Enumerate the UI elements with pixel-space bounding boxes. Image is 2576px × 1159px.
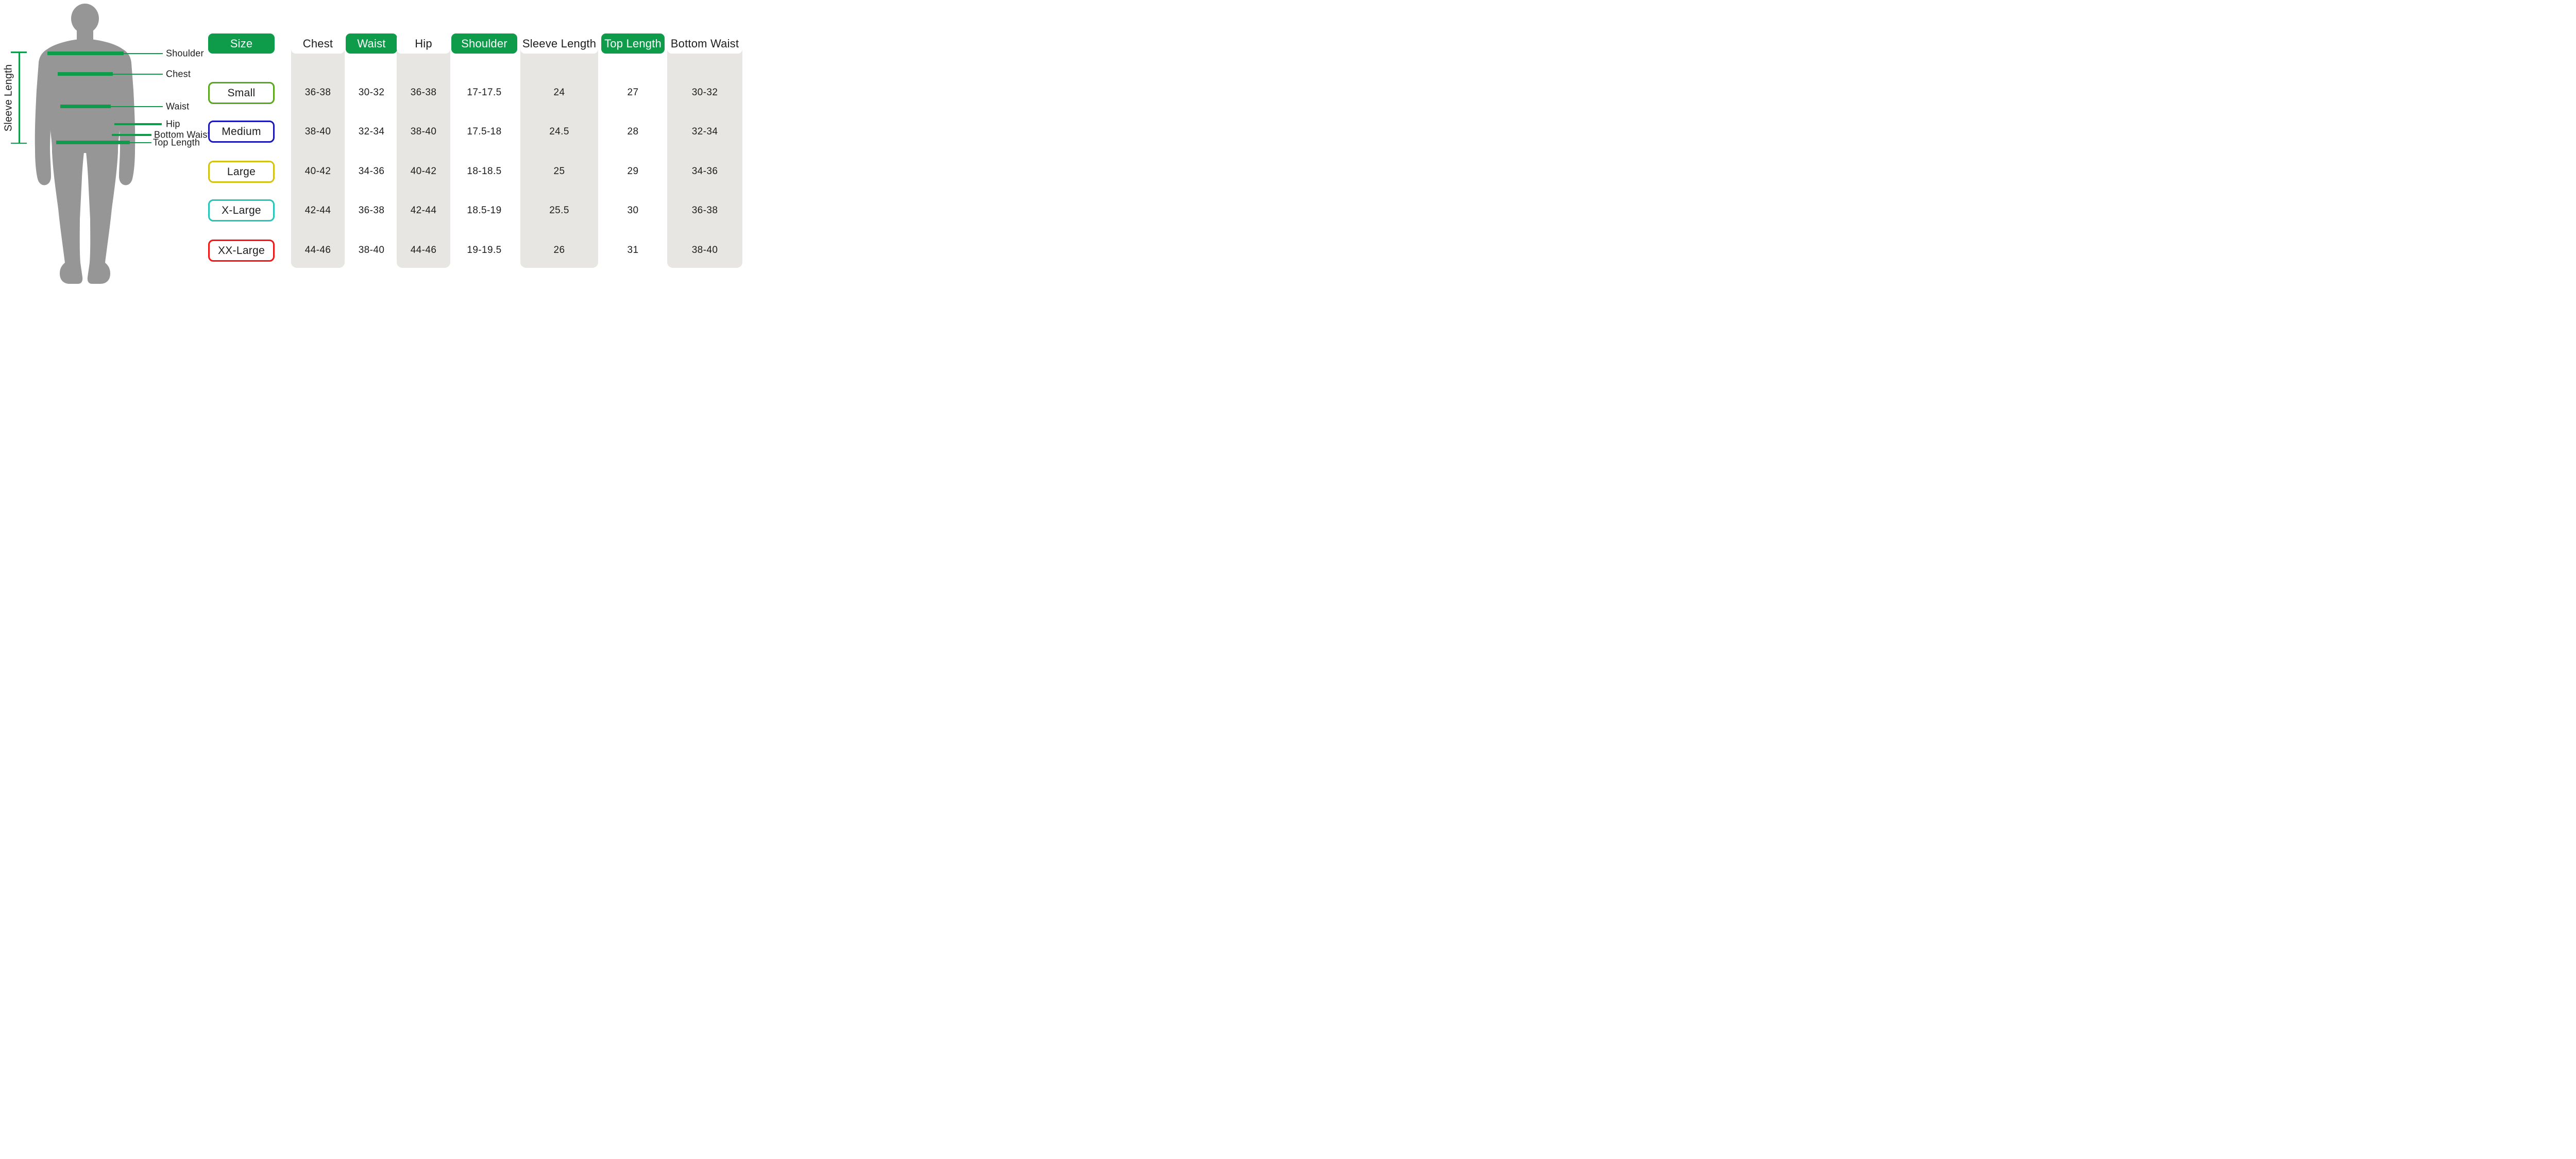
cell-small-top-length: 27	[627, 87, 639, 98]
top-length-column-header: Top Length	[601, 33, 665, 54]
size-column-header: Size	[208, 33, 275, 54]
cell-xx-large-chest: 44-46	[304, 245, 331, 255]
chest-column-background	[291, 49, 345, 268]
cell-small-bottom-waist: 30-32	[691, 87, 718, 98]
column-chest: Chest 36-38 38-40 40-42 42-44 44-46	[291, 33, 345, 268]
size-button-medium[interactable]: Medium	[208, 121, 275, 143]
shoulder-label: Shoulder	[166, 48, 204, 59]
hip-line	[114, 123, 162, 125]
cell-medium-chest: 38-40	[304, 126, 331, 137]
cell-x-large-bottom-waist: 36-38	[691, 205, 718, 216]
cell-large-top-length: 29	[627, 166, 639, 177]
cell-large-hip: 40-42	[410, 166, 437, 177]
chest-line-thin	[113, 73, 163, 75]
cell-small-shoulder: 17-17.5	[467, 87, 502, 98]
column-hip: Hip 36-38 38-40 40-42 42-44 44-46	[397, 33, 450, 268]
cell-small-waist: 30-32	[358, 87, 385, 98]
cell-large-sleeve-length: 25	[553, 166, 565, 177]
hip-column-header: Hip	[397, 33, 450, 54]
sleeve-bracket-bottom-cap	[11, 142, 27, 144]
size-button-x-large[interactable]: X-Large	[208, 199, 275, 221]
bottom-waist-column-header: Bottom Waist	[667, 33, 742, 54]
top-length-label: Top Length	[153, 137, 200, 148]
cell-x-large-sleeve-length: 25.5	[549, 205, 569, 216]
cell-small-chest: 36-38	[304, 87, 331, 98]
silhouette-left-arm	[35, 49, 52, 185]
cell-x-large-hip: 42-44	[410, 205, 437, 216]
shoulder-line-thin	[124, 53, 163, 54]
waist-line-thick	[60, 105, 111, 108]
cell-medium-top-length: 28	[627, 126, 639, 137]
cell-medium-shoulder: 17.5-18	[467, 126, 502, 137]
column-shoulder: Shoulder 17-17.5 17.5-18 18-18.5 18.5-19…	[451, 33, 517, 268]
cell-xx-large-hip: 44-46	[410, 245, 437, 255]
silhouette-head	[71, 4, 99, 33]
body-measurement-diagram: Sleeve Length Shoulder Chest Waist Hip B…	[0, 0, 210, 290]
silhouette-left-leg	[52, 152, 84, 284]
cell-xx-large-top-length: 31	[627, 245, 639, 255]
waist-column-header: Waist	[346, 33, 397, 54]
shoulder-line-thick	[47, 52, 124, 55]
hip-column-background	[397, 49, 450, 268]
cell-large-bottom-waist: 34-36	[691, 166, 718, 177]
hip-label: Hip	[166, 118, 180, 129]
column-bottom-waist: Bottom Waist 30-32 32-34 34-36 36-38 38-…	[667, 33, 742, 268]
bottom-waist-column-background	[667, 49, 742, 268]
cell-xx-large-sleeve-length: 26	[553, 245, 565, 255]
sleeve-length-column-background	[520, 49, 598, 268]
size-button-small[interactable]: Small	[208, 82, 275, 104]
silhouette-torso	[39, 39, 131, 153]
cell-small-sleeve-length: 24	[553, 87, 565, 98]
cell-medium-waist: 32-34	[358, 126, 385, 137]
waist-line-thin	[111, 106, 163, 107]
sleeve-bracket-vertical-line	[19, 52, 20, 144]
column-waist: Waist 30-32 32-34 34-36 36-38 38-40	[346, 33, 397, 268]
sleeve-length-label: Sleeve Length	[3, 64, 14, 132]
column-sleeve-length: Sleeve Length 24 24.5 25 25.5 26	[520, 33, 598, 268]
sleeve-length-column-header: Sleeve Length	[520, 33, 598, 54]
cell-medium-sleeve-length: 24.5	[549, 126, 569, 137]
cell-xx-large-shoulder: 19-19.5	[467, 245, 502, 255]
silhouette-right-arm	[118, 49, 135, 185]
human-body-silhouette	[35, 4, 135, 284]
cell-small-hip: 36-38	[410, 87, 437, 98]
size-button-large[interactable]: Large	[208, 161, 275, 183]
cell-x-large-chest: 42-44	[304, 205, 331, 216]
top-length-line-thick	[56, 141, 130, 144]
cell-medium-bottom-waist: 32-34	[691, 126, 718, 137]
silhouette-right-leg	[86, 152, 118, 284]
cell-x-large-waist: 36-38	[358, 205, 385, 216]
cell-large-waist: 34-36	[358, 166, 385, 177]
chest-column-header: Chest	[291, 33, 345, 54]
waist-label: Waist	[166, 101, 190, 112]
chest-label: Chest	[166, 69, 191, 79]
cell-x-large-shoulder: 18.5-19	[467, 205, 502, 216]
column-size: Size Small Medium Large X-Large XX-Large	[208, 33, 275, 268]
bottom-waist-line	[112, 134, 151, 136]
bottom-waist-label: Bottom Waist	[154, 129, 210, 140]
chest-line-thick	[58, 72, 113, 76]
cell-large-chest: 40-42	[304, 166, 331, 177]
column-top-length: Top Length 27 28 29 30 31	[601, 33, 665, 268]
shoulder-column-header: Shoulder	[451, 33, 517, 54]
cell-xx-large-bottom-waist: 38-40	[691, 245, 718, 255]
cell-medium-hip: 38-40	[410, 126, 437, 137]
cell-xx-large-waist: 38-40	[358, 245, 385, 255]
size-button-xx-large[interactable]: XX-Large	[208, 240, 275, 262]
size-chart-infographic: Sleeve Length Shoulder Chest Waist Hip B…	[0, 0, 764, 290]
cell-x-large-top-length: 30	[627, 205, 639, 216]
cell-large-shoulder: 18-18.5	[467, 166, 502, 177]
top-length-line-thin	[130, 142, 151, 143]
